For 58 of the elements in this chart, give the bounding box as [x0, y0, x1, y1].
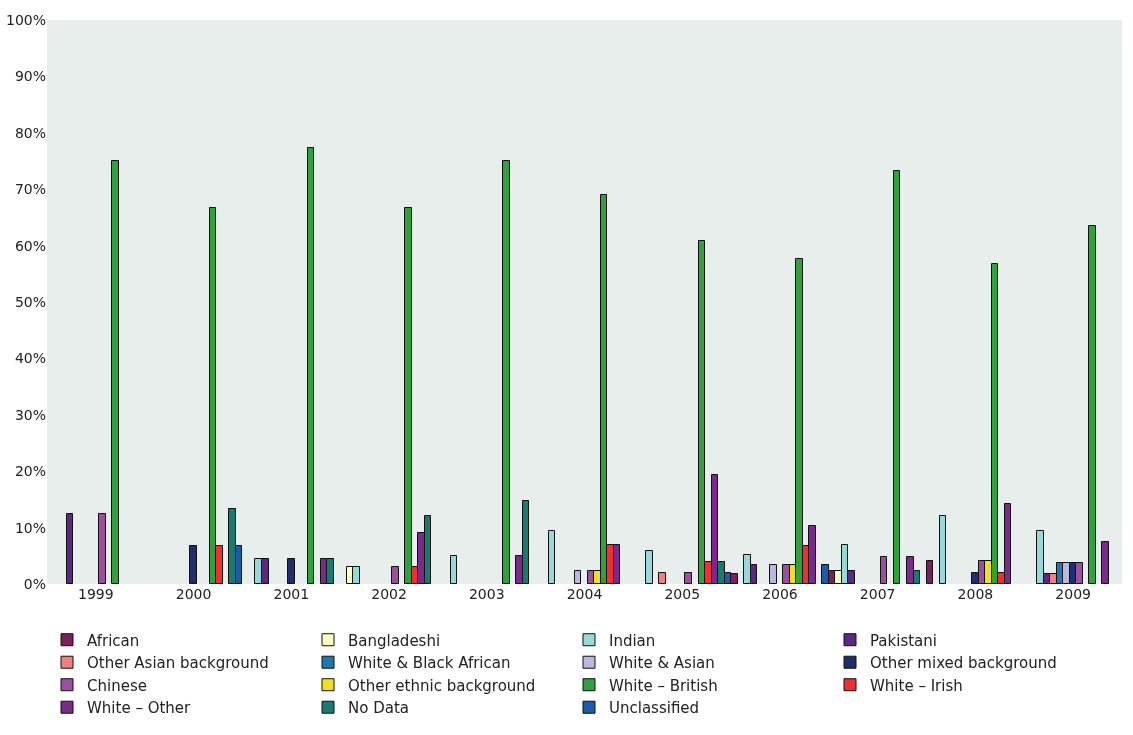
- y-tick-label: 20%: [14, 463, 46, 480]
- x-tick-label: 2000: [175, 586, 212, 602]
- x-tick-label: 2005: [664, 586, 701, 602]
- x-tick-label: 2003: [468, 586, 505, 602]
- x-tick-label: 2007: [859, 586, 896, 602]
- bar: [645, 550, 653, 584]
- legend-label: Other ethnic background: [348, 676, 536, 695]
- y-tick-label: 50%: [14, 293, 46, 310]
- legend-label: Bangladeshi: [348, 631, 441, 650]
- bar: [189, 545, 197, 584]
- legend-label: White & Asian: [609, 654, 715, 673]
- legend-label: Pakistani: [870, 631, 937, 650]
- bar: [307, 147, 314, 584]
- x-tick-label: 1999: [78, 586, 114, 602]
- bar: [287, 558, 295, 584]
- bar: [391, 566, 399, 584]
- bar: [66, 513, 73, 584]
- bar: [502, 160, 510, 584]
- bar: [658, 572, 666, 584]
- x-tick-label: 2006: [762, 586, 798, 602]
- bar: [769, 564, 777, 584]
- bar: [574, 570, 581, 584]
- legend-label: African: [87, 631, 140, 650]
- y-tick-label: 60%: [14, 237, 46, 254]
- bar: [939, 515, 946, 584]
- x-tick-label: 2002: [371, 586, 407, 602]
- y-tick-label: 40%: [14, 350, 46, 367]
- legend-label: Other Asian background: [87, 654, 269, 673]
- legend-label: Indian: [609, 631, 656, 650]
- x-tick-label: 2004: [566, 586, 603, 602]
- y-tick-label: 70%: [14, 181, 46, 198]
- x-tick-label: 2001: [273, 586, 310, 602]
- bar: [880, 556, 887, 584]
- legend-label: White – Irish: [870, 676, 963, 695]
- legend-label: White – Other: [87, 699, 192, 718]
- y-tick-label: 30%: [14, 406, 46, 423]
- bar: [98, 513, 106, 584]
- bar: [893, 170, 900, 584]
- y-tick-label: 10%: [14, 519, 46, 536]
- x-tick-label: 2008: [957, 586, 994, 602]
- y-tick-label: 80%: [14, 124, 46, 141]
- legend-label: White – British: [609, 676, 718, 695]
- y-tick-label: 0%: [23, 575, 46, 592]
- x-tick-label: 2009: [1055, 586, 1091, 602]
- legend-label: Chinese: [87, 676, 147, 695]
- bar: [1101, 541, 1109, 584]
- legend-label: No Data: [348, 699, 409, 718]
- bar: [926, 560, 933, 584]
- bar: [684, 572, 692, 584]
- y-tick-label: 100%: [5, 11, 46, 28]
- legend-label: Other mixed background: [870, 654, 1057, 673]
- y-tick-label: 90%: [14, 68, 46, 85]
- bar: [1088, 225, 1096, 584]
- bar: [548, 530, 555, 584]
- bar: [450, 555, 457, 584]
- legend-label: Unclassified: [609, 699, 700, 718]
- legend-label: White & Black African: [348, 654, 511, 673]
- bar: [111, 160, 119, 584]
